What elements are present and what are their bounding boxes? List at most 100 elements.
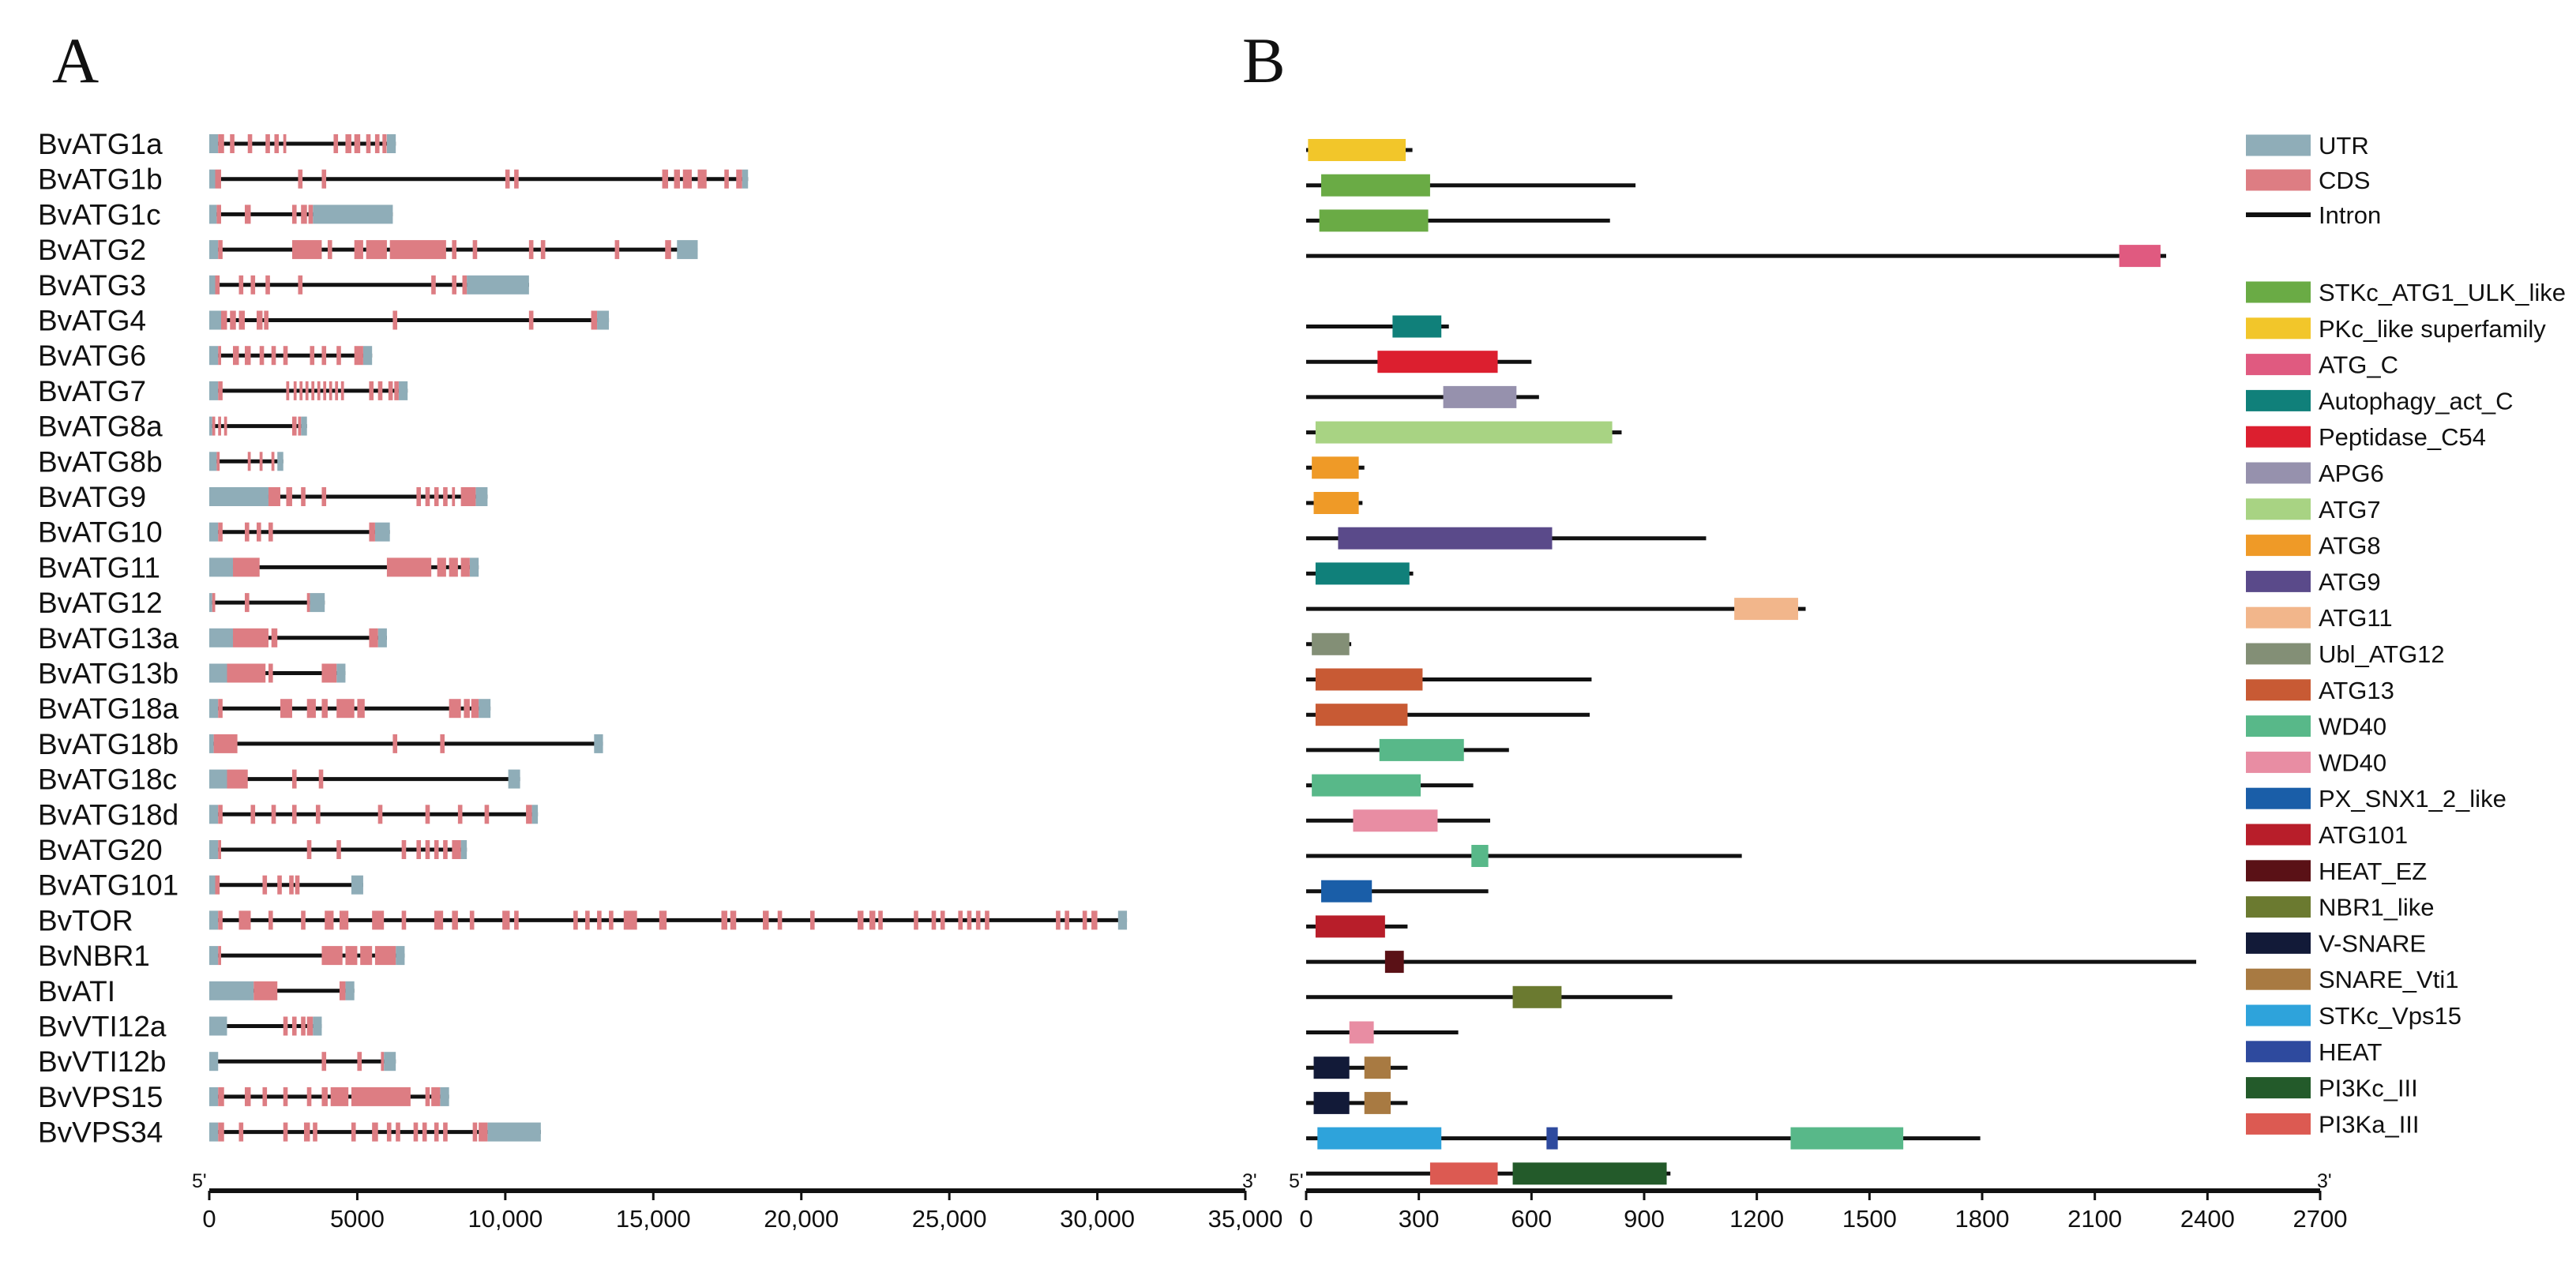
cds-box xyxy=(614,240,620,260)
cds-box xyxy=(283,1016,288,1036)
domain-box xyxy=(1377,351,1498,373)
cds-box xyxy=(286,487,292,506)
three-prime-label: 3' xyxy=(2317,1170,2332,1192)
cds-box xyxy=(283,346,288,366)
legend-label: PI3Kc_III xyxy=(2319,1075,2418,1102)
cds-box xyxy=(244,346,251,366)
utr-5-box xyxy=(209,734,214,753)
cds-box xyxy=(301,1016,306,1036)
utr-3-box xyxy=(479,699,491,719)
cds-box xyxy=(317,381,321,400)
five-prime-label: 5' xyxy=(1289,1170,1304,1192)
cds-box xyxy=(597,910,602,930)
domain-box xyxy=(1790,1127,1904,1150)
domain-box xyxy=(1312,456,1359,479)
utr-5-box xyxy=(209,452,217,471)
cds-box xyxy=(369,381,374,400)
gene-name: BvATG3 xyxy=(38,269,146,302)
tick-label: 25,000 xyxy=(912,1205,987,1233)
cds-box xyxy=(381,1052,385,1071)
gene-name: BvATG1a xyxy=(38,128,163,160)
utr-3-box xyxy=(386,134,396,153)
cds-box xyxy=(335,381,339,400)
cds-box xyxy=(253,981,278,1000)
utr-3-box xyxy=(377,628,387,647)
tick-label: 300 xyxy=(1399,1205,1440,1233)
cds-box xyxy=(440,734,445,753)
utr-3-box xyxy=(531,805,539,824)
cds-box xyxy=(215,275,220,295)
cds-box xyxy=(662,169,669,189)
utr-5-box xyxy=(209,1122,219,1142)
utr-5-box xyxy=(209,593,212,613)
legend-label: ATG101 xyxy=(2319,821,2408,849)
tick-label: 15,000 xyxy=(616,1205,691,1233)
cds-box xyxy=(434,840,439,859)
legend-swatch xyxy=(2246,570,2311,592)
legend-swatch xyxy=(2246,1113,2311,1135)
cds-box xyxy=(431,275,436,295)
cds-box xyxy=(301,910,306,930)
legend-label: PI3Ka_III xyxy=(2319,1110,2420,1138)
cds-box xyxy=(377,381,383,400)
cds-box xyxy=(232,346,239,366)
utr-3-box xyxy=(396,946,405,966)
cds-box xyxy=(736,169,742,189)
cds-box xyxy=(306,1086,312,1106)
cds-box xyxy=(277,875,282,895)
domain-box xyxy=(1319,209,1429,232)
cds-box xyxy=(250,805,256,824)
cds-box xyxy=(295,875,300,895)
tick-label: 0 xyxy=(1299,1205,1312,1233)
cds-box xyxy=(301,205,307,224)
cds-box xyxy=(244,593,250,613)
cds-box xyxy=(809,910,815,930)
cds-box xyxy=(283,134,287,153)
cds-box xyxy=(310,346,315,366)
gene-name: BvVTI12b xyxy=(38,1045,166,1078)
legend-label: ATG9 xyxy=(2319,568,2381,595)
cds-box xyxy=(394,381,399,400)
cds-box xyxy=(218,1122,224,1142)
domain-box xyxy=(1338,527,1553,550)
utr-3-box xyxy=(508,769,520,789)
cds-box xyxy=(425,1086,430,1106)
gene-name: BvATG10 xyxy=(38,516,163,549)
cds-box xyxy=(452,910,458,930)
cds-box xyxy=(212,593,216,613)
utr-3-box xyxy=(467,275,529,295)
tick-label: 1500 xyxy=(1842,1205,1897,1233)
utr-3-box xyxy=(487,1122,541,1142)
cds-box xyxy=(238,275,244,295)
gene-name: BvATG18c xyxy=(38,764,177,796)
legend-swatch xyxy=(2246,787,2311,809)
panel-b-label: B xyxy=(1242,24,1286,96)
cds-box xyxy=(336,840,341,859)
cds-box xyxy=(315,805,321,824)
cds-box xyxy=(502,910,510,930)
cds-box xyxy=(216,452,220,471)
tick-label: 2100 xyxy=(2067,1205,2122,1233)
domain-box xyxy=(1384,951,1404,974)
cds-box xyxy=(329,381,332,400)
legend-swatch xyxy=(2246,317,2311,340)
cds-box xyxy=(311,381,315,400)
utr-5-box xyxy=(209,381,219,400)
cds-box xyxy=(526,805,532,824)
cds-box xyxy=(291,805,297,824)
cds-box xyxy=(271,628,278,647)
domain-box xyxy=(1443,385,1517,408)
gene-name: BvATG6 xyxy=(38,340,146,372)
cds-box xyxy=(256,310,263,330)
cds-box xyxy=(268,663,273,683)
cds-box xyxy=(262,1086,268,1106)
gene-name: BvVTI12a xyxy=(38,1011,167,1043)
cds-box xyxy=(345,134,351,153)
legend-swatch xyxy=(2246,1041,2311,1063)
domain-box xyxy=(1734,598,1798,621)
cds-box xyxy=(479,1122,488,1142)
cds-box xyxy=(472,240,478,260)
cds-box xyxy=(244,522,250,542)
utr-5-box xyxy=(209,275,216,295)
utr-3-box xyxy=(594,734,603,753)
